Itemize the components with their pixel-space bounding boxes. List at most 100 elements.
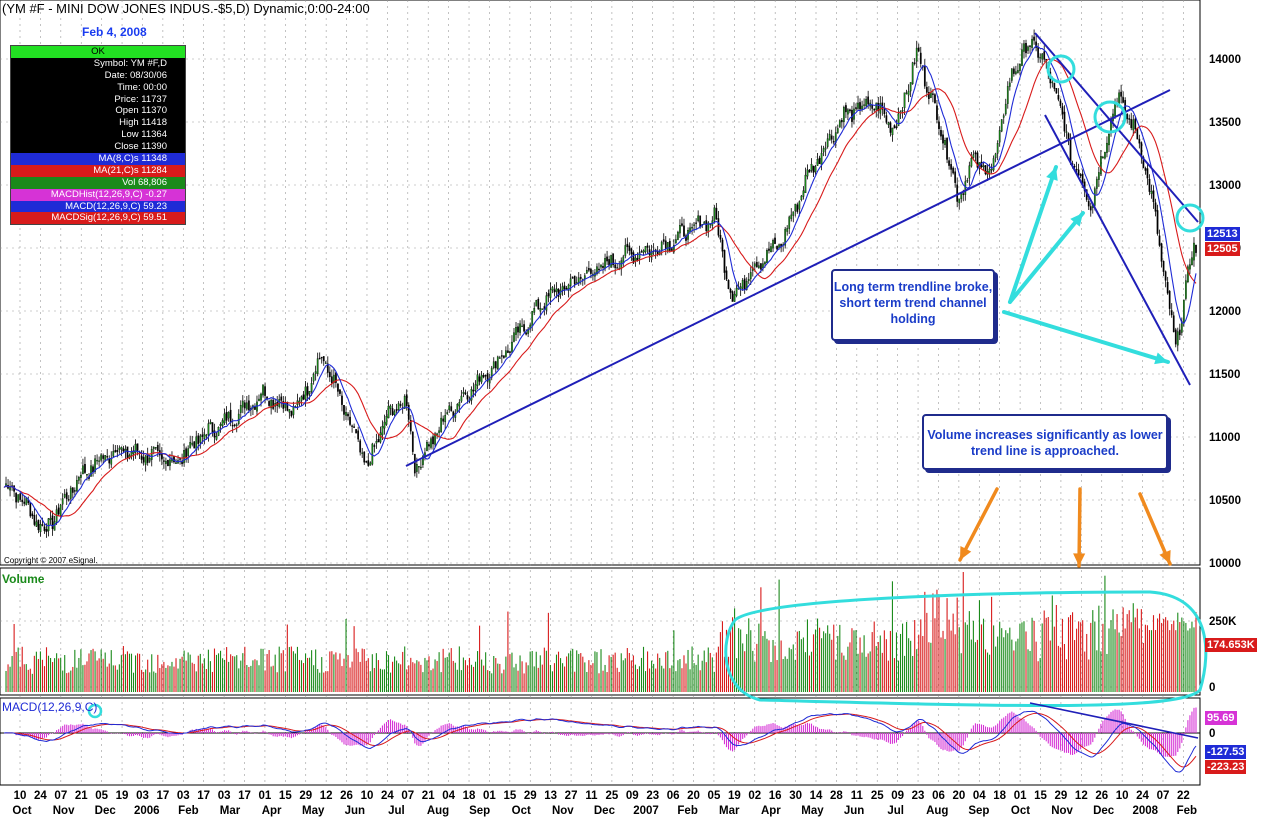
candle-body bbox=[347, 413, 349, 417]
candle-body bbox=[630, 248, 633, 255]
candle-body bbox=[810, 163, 813, 171]
candle-body bbox=[262, 384, 264, 396]
candle-body bbox=[749, 272, 752, 279]
candle-body bbox=[355, 429, 357, 434]
ma-slow-line bbox=[3, 58, 1197, 517]
candle-body bbox=[507, 350, 509, 353]
x-month-label: Dec bbox=[594, 805, 616, 817]
candle-body bbox=[310, 383, 313, 392]
data-window-row: MA(8,C)s 11348 bbox=[11, 153, 185, 165]
candle-body bbox=[1172, 315, 1175, 333]
candle-body bbox=[1187, 266, 1189, 283]
candle-body bbox=[1023, 43, 1025, 52]
candle-body bbox=[1174, 329, 1177, 345]
candle-body bbox=[938, 121, 940, 130]
x-tick-label: 28 bbox=[830, 790, 843, 802]
candle-body bbox=[533, 308, 536, 313]
data-window-row: High 11418 bbox=[11, 117, 185, 130]
candle-body bbox=[1104, 151, 1106, 159]
candle-body bbox=[140, 455, 143, 460]
candle-body bbox=[992, 158, 995, 171]
candle-body bbox=[169, 459, 171, 466]
candle-body bbox=[832, 141, 835, 143]
candle-body bbox=[434, 433, 436, 445]
data-window-row: Symbol: YM #F,D bbox=[11, 57, 185, 70]
candle-body bbox=[1178, 329, 1181, 336]
x-tick-label: 07 bbox=[401, 790, 414, 802]
candle-body bbox=[393, 411, 396, 416]
candle-body bbox=[1093, 188, 1096, 206]
candle-body bbox=[399, 404, 402, 406]
candle-body bbox=[1069, 139, 1072, 162]
candle-body bbox=[102, 455, 105, 459]
x-tick-label: 09 bbox=[891, 790, 904, 802]
candle-body bbox=[444, 415, 447, 423]
macd-highlight-circle bbox=[87, 703, 103, 719]
candle-body bbox=[357, 430, 360, 440]
candle-body bbox=[15, 492, 17, 503]
candle-body bbox=[715, 207, 718, 220]
candle-body bbox=[9, 486, 11, 491]
candle-body bbox=[387, 405, 390, 419]
candle-body bbox=[917, 47, 920, 52]
candle-body bbox=[699, 215, 702, 228]
candle-body bbox=[337, 383, 339, 392]
candle-body bbox=[316, 358, 319, 374]
candle-body bbox=[367, 460, 370, 466]
x-tick-label: 07 bbox=[54, 790, 67, 802]
candle-body bbox=[642, 250, 645, 253]
candle-body bbox=[1043, 51, 1046, 60]
candle-body bbox=[598, 268, 600, 271]
copyright-text: Copyright © 2007 eSignal. bbox=[4, 556, 98, 565]
x-month-label: Sep bbox=[968, 805, 989, 817]
candle-body bbox=[165, 460, 167, 464]
x-tick-label: 14 bbox=[810, 790, 823, 802]
candle-body bbox=[735, 287, 738, 296]
candle-body bbox=[727, 280, 730, 289]
x-tick-label: 15 bbox=[279, 790, 292, 802]
candle-body bbox=[1010, 68, 1013, 81]
candle-body bbox=[1000, 119, 1003, 132]
candle-body bbox=[183, 450, 185, 463]
candle-body bbox=[925, 86, 928, 93]
candle-body bbox=[784, 228, 787, 246]
candle-body bbox=[1027, 46, 1029, 51]
x-tick-label: 01 bbox=[483, 790, 496, 802]
candle-body bbox=[1185, 280, 1187, 299]
candle-body bbox=[456, 403, 459, 412]
candle-body bbox=[349, 416, 351, 425]
candle-body bbox=[391, 408, 394, 416]
candle-body bbox=[486, 373, 489, 382]
candle-body bbox=[126, 446, 129, 459]
candle-body bbox=[521, 325, 523, 328]
candle-body bbox=[968, 165, 971, 179]
candle-body bbox=[889, 122, 892, 133]
candle-body bbox=[729, 288, 732, 293]
y-tick-label: 13000 bbox=[1209, 180, 1241, 192]
candle-body bbox=[67, 499, 70, 501]
x-month-label: Oct bbox=[512, 805, 531, 817]
candle-body bbox=[94, 458, 96, 472]
candle-body bbox=[1025, 43, 1027, 54]
x-tick-label: 06 bbox=[932, 790, 945, 802]
candle-body bbox=[395, 409, 398, 412]
candle-body bbox=[873, 109, 876, 111]
candle-body bbox=[859, 102, 861, 110]
candle-body bbox=[96, 459, 98, 462]
candle-body bbox=[152, 447, 155, 449]
candle-body bbox=[505, 350, 507, 358]
candle-body bbox=[1089, 206, 1092, 211]
candle-body bbox=[616, 267, 619, 269]
candle-body bbox=[1176, 331, 1179, 346]
candle-body bbox=[1033, 36, 1035, 41]
candle-body bbox=[553, 289, 556, 293]
x-tick-label: 03 bbox=[177, 790, 190, 802]
ma-fast-line bbox=[3, 45, 1197, 527]
candle-body bbox=[144, 455, 147, 465]
candle-body bbox=[666, 242, 669, 252]
candle-body bbox=[547, 293, 550, 297]
candle-body bbox=[758, 265, 760, 268]
data-window: OK Symbol: YM #F,D Date: 08/30/06 Time: 00:… bbox=[10, 45, 186, 226]
candle-body bbox=[513, 332, 515, 342]
candle-body bbox=[19, 493, 22, 500]
